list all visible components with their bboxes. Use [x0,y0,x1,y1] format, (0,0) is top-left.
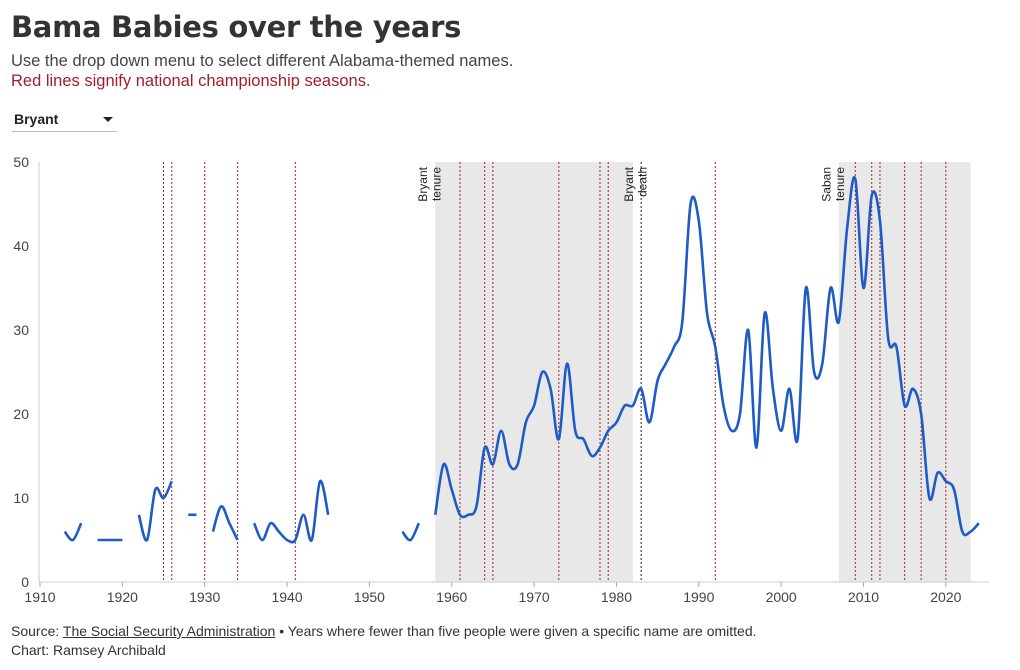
x-tick-label: 2000 [766,589,797,605]
x-tick-label: 1940 [271,589,302,605]
source-prefix: Source: [11,623,63,639]
x-tick-label: 1960 [436,589,467,605]
series-segment-0 [63,522,83,542]
y-tick-label: 20 [13,406,29,422]
event-label-0-line: Bryant [622,166,636,201]
championship-note: Red lines signify national championship … [11,72,371,90]
y-tick-label: 40 [13,238,29,254]
y-tick-label: 0 [21,574,29,590]
x-tick-label: 1970 [519,589,550,605]
x-tick-label: 1980 [601,589,632,605]
name-select-dropdown[interactable]: Bryant [12,110,117,132]
name-select-value: Bryant [14,111,59,127]
event-label-0-line: death [636,167,650,197]
tenure-shade-0 [435,162,633,582]
tenure-label-0-line: tenure [430,167,444,201]
tenure-label-1-line: Saban [819,167,833,202]
x-tick-label: 1950 [354,589,385,605]
series-segment-6 [401,522,420,542]
tenure-label-0: Bryanttenure [416,166,444,201]
line-chart: 0 10 20 30 40 50 1910 1920 1930 1940 1950 1960 1970 1… [13,154,989,605]
tenure-label-1-line: tenure [833,167,847,201]
source-note: • Years where fewer than five people wer… [275,623,757,639]
tenure-label-0-line: Bryant [416,166,430,201]
chart-source: Source: The Social Security Administrati… [11,623,757,639]
series-segment-2 [137,480,173,542]
y-tick-label: 30 [13,322,29,338]
x-tick-label: 1920 [107,589,138,605]
y-tick-label: 10 [13,490,29,506]
x-tick-label: 1910 [24,589,55,605]
source-link[interactable]: The Social Security Administration [62,623,276,639]
series-segment-4 [211,505,239,541]
event-label-0: Bryantdeath [622,166,650,201]
x-tick-label: 1990 [683,589,714,605]
series-segment-7 [433,175,980,537]
series-segment-5 [252,479,330,544]
chart-subtitle: Use the drop down menu to select differe… [11,52,514,70]
caret-down-icon [103,117,113,122]
tenure-label-1: Sabantenure [819,167,847,202]
x-tick-label: 1930 [189,589,220,605]
chart-credit: Chart: Ramsey Archibald [11,642,166,658]
y-tick-label: 50 [13,154,29,170]
x-tick-label: 2020 [930,589,961,605]
chart-title: Bama Babies over the years [11,10,462,44]
x-tick-label: 2010 [848,589,879,605]
